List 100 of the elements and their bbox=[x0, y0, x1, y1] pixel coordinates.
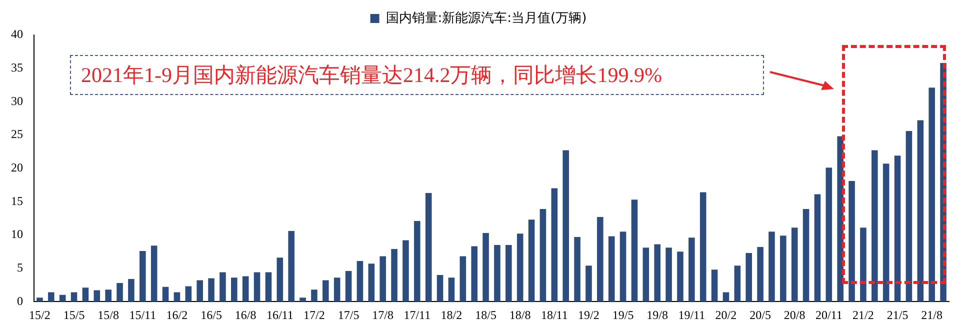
bar bbox=[711, 270, 718, 302]
y-tick-label: 35 bbox=[11, 60, 23, 74]
bar bbox=[677, 252, 684, 302]
annotation: 2021年1-9月国内新能源汽车销量达214.2万辆，同比增长199.9% bbox=[70, 55, 764, 95]
x-tick-label: 20/11 bbox=[815, 308, 842, 322]
x-tick-label: 15/8 bbox=[98, 308, 120, 322]
bar bbox=[746, 252, 752, 302]
x-tick-label: 20/2 bbox=[715, 308, 737, 322]
bar bbox=[231, 278, 238, 302]
bar bbox=[906, 130, 912, 302]
bar bbox=[425, 192, 432, 302]
bar bbox=[128, 278, 134, 302]
y-tick-label: 40 bbox=[11, 27, 23, 42]
bar bbox=[917, 120, 924, 302]
bar bbox=[654, 244, 660, 302]
bar bbox=[631, 200, 638, 302]
x-tick-label: 15/11 bbox=[129, 308, 156, 322]
bar bbox=[220, 272, 226, 302]
bar bbox=[276, 258, 284, 302]
x-tick-label: 15/5 bbox=[63, 308, 85, 322]
x-tick-label: 16/2 bbox=[166, 308, 188, 322]
y-tick-label: 0 bbox=[17, 294, 23, 308]
bar bbox=[780, 236, 786, 302]
bar bbox=[722, 292, 730, 302]
y-tick-label: 5 bbox=[17, 260, 23, 274]
bar bbox=[734, 266, 741, 302]
bar bbox=[36, 298, 43, 302]
bar bbox=[380, 256, 386, 302]
bar bbox=[814, 194, 821, 302]
bar bbox=[48, 292, 54, 302]
y-tick-label: 30 bbox=[11, 94, 23, 108]
bar bbox=[254, 272, 260, 302]
bar bbox=[471, 246, 478, 302]
bar bbox=[94, 290, 100, 302]
bar bbox=[334, 278, 340, 302]
bar bbox=[928, 88, 935, 302]
bar bbox=[882, 164, 890, 302]
bar bbox=[608, 236, 615, 302]
bar bbox=[768, 232, 775, 302]
bar bbox=[700, 192, 706, 302]
bar bbox=[540, 208, 546, 302]
bar bbox=[391, 248, 398, 302]
bar bbox=[140, 250, 146, 302]
bar bbox=[448, 278, 455, 302]
bar bbox=[872, 150, 878, 302]
x-tick-label: 19/5 bbox=[612, 308, 634, 322]
x-tick-label: 21/5 bbox=[886, 308, 908, 322]
bar bbox=[242, 276, 249, 302]
bar bbox=[757, 246, 764, 302]
x-tick-label: 17/11 bbox=[404, 308, 431, 322]
bar bbox=[105, 290, 112, 302]
y-tick-label: 20 bbox=[11, 160, 23, 174]
bar bbox=[116, 282, 123, 302]
bar bbox=[311, 290, 318, 302]
bar bbox=[802, 208, 810, 302]
bar bbox=[345, 270, 352, 302]
bar bbox=[185, 286, 192, 302]
legend-label: 国内销量:新能源汽车:当月值(万辆) bbox=[386, 10, 587, 26]
bar bbox=[356, 260, 364, 302]
bar bbox=[586, 266, 592, 302]
bar bbox=[562, 150, 569, 302]
bar bbox=[791, 228, 798, 302]
x-tick-label: 20/8 bbox=[784, 308, 806, 322]
bar bbox=[265, 272, 272, 302]
bar bbox=[196, 280, 203, 302]
bar bbox=[208, 278, 214, 302]
bar bbox=[642, 248, 650, 302]
x-tick-label: 19/11 bbox=[678, 308, 706, 322]
x-tick-label: 19/2 bbox=[578, 308, 600, 322]
bar bbox=[528, 220, 535, 302]
bar bbox=[597, 216, 604, 302]
bar bbox=[574, 236, 580, 302]
bar bbox=[288, 230, 294, 302]
x-tick-label: 19/8 bbox=[646, 308, 668, 322]
x-tick-label: 18/11 bbox=[540, 308, 568, 322]
bar bbox=[300, 298, 306, 302]
bar bbox=[860, 228, 866, 302]
bar bbox=[59, 294, 66, 302]
x-tick-label: 21/2 bbox=[852, 308, 874, 322]
x-tick-label: 17/5 bbox=[338, 308, 360, 322]
x-tick-label: 18/8 bbox=[509, 308, 531, 322]
x-tick-label: 18/5 bbox=[475, 308, 496, 322]
x-tick-label: 16/5 bbox=[200, 308, 222, 322]
bar bbox=[402, 240, 409, 302]
y-tick-label: 15 bbox=[11, 194, 23, 208]
bar bbox=[494, 244, 500, 302]
bar bbox=[70, 292, 78, 302]
bar bbox=[551, 188, 558, 302]
bar bbox=[174, 292, 180, 302]
bar bbox=[150, 246, 158, 302]
bar bbox=[162, 286, 169, 302]
bar bbox=[826, 168, 832, 302]
bar bbox=[414, 220, 420, 302]
bar bbox=[620, 232, 626, 302]
y-tick-label: 10 bbox=[11, 227, 23, 242]
bar bbox=[482, 232, 489, 302]
bar bbox=[322, 280, 329, 302]
bar bbox=[688, 238, 695, 302]
x-tick-label: 16/11 bbox=[266, 308, 294, 322]
bar bbox=[894, 156, 901, 302]
